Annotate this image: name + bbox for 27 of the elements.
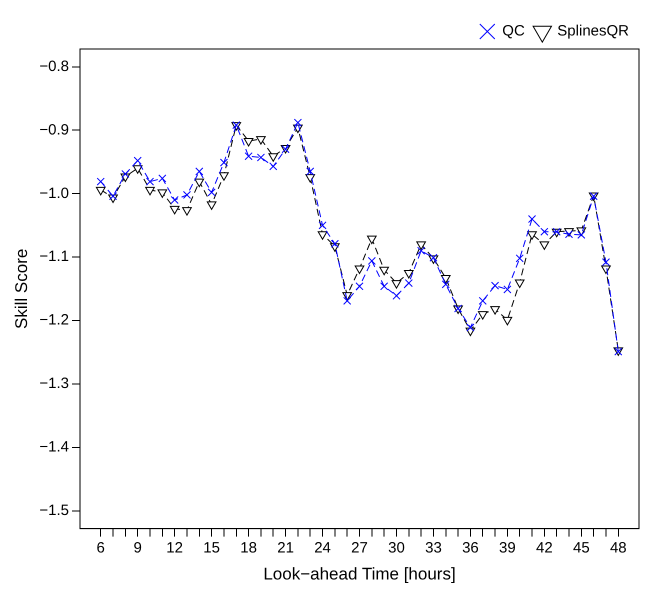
y-tick-label: −0.9: [39, 121, 70, 138]
x-tick-label: 9: [134, 540, 142, 557]
x-tick-label: 21: [277, 540, 294, 557]
x-tick-label: 39: [499, 540, 516, 557]
y-tick-label: −1.3: [39, 375, 70, 392]
x-tick-label: 48: [610, 540, 627, 557]
y-axis-title: Skill Score: [12, 248, 31, 329]
x-tick-label: 18: [240, 540, 257, 557]
x-tick-label: 12: [166, 540, 183, 557]
x-tick-label: 33: [425, 540, 442, 557]
y-tick-label: −0.8: [39, 58, 70, 75]
legend-label: QC: [502, 22, 525, 40]
x-tick-label: 6: [96, 540, 105, 557]
x-tick-label: 24: [314, 540, 331, 557]
x-tick-label: 36: [462, 540, 479, 557]
x-tick-label: 30: [388, 540, 405, 557]
x-tick-label: 27: [351, 540, 368, 557]
x-tick-label: 15: [203, 540, 220, 557]
x-tick-label: 45: [572, 540, 590, 557]
y-tick-label: −1.4: [39, 438, 70, 456]
y-tick-label: −1.0: [39, 184, 70, 202]
legend-label: SplinesQR: [557, 22, 630, 40]
y-tick-label: −1.2: [39, 312, 70, 329]
y-tick-label: −1.1: [39, 248, 70, 266]
x-tick-label: 42: [536, 540, 553, 557]
x-axis-title: Look−ahead Time [hours]: [263, 564, 456, 584]
y-tick-label: −1.5: [39, 502, 70, 519]
